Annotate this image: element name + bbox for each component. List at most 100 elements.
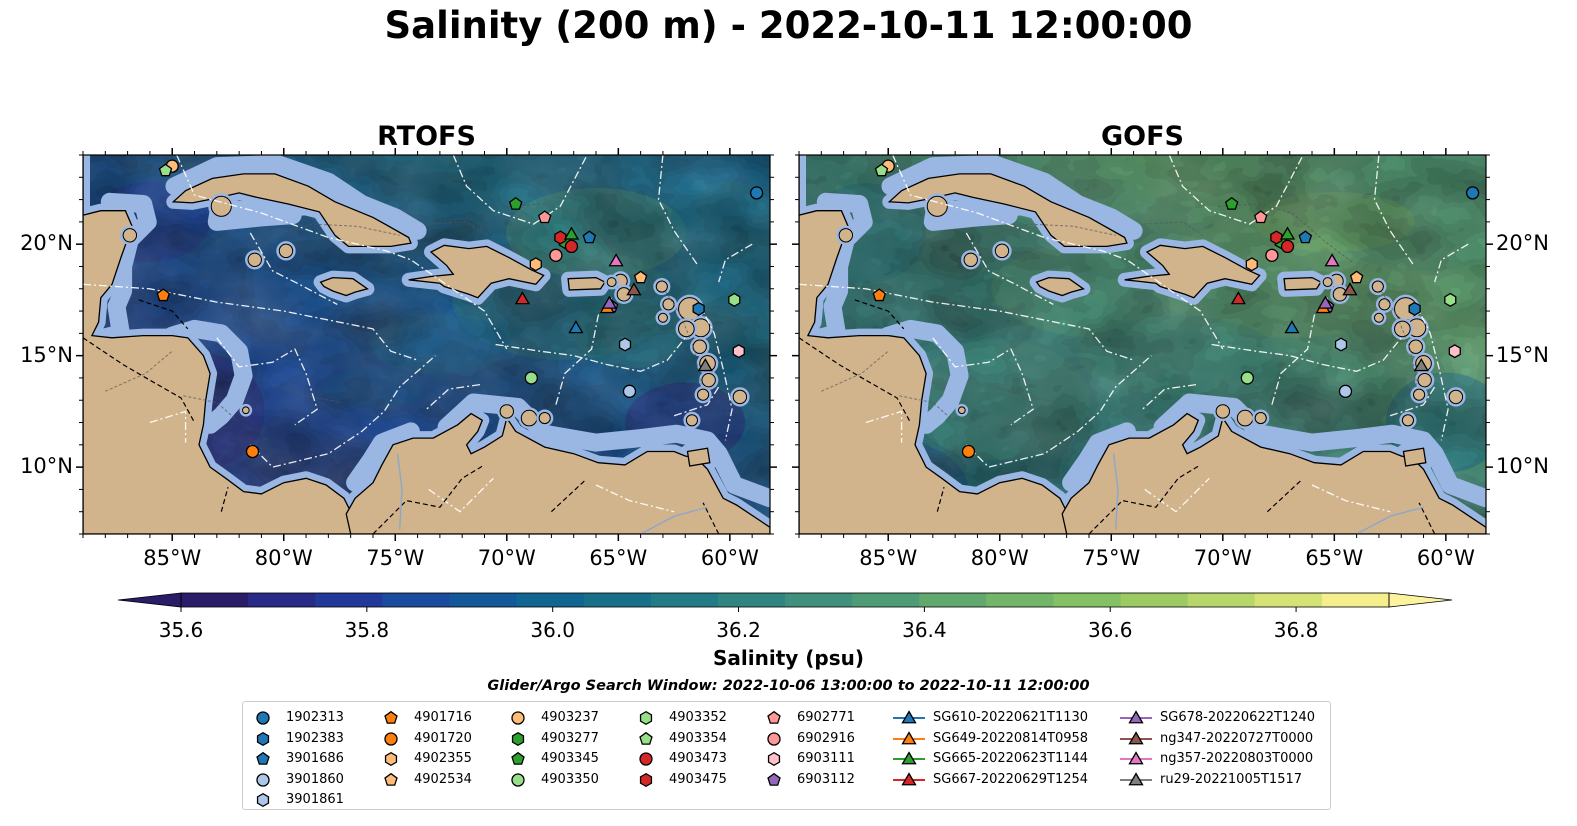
eez-boundary xyxy=(1414,301,1449,441)
legend-marker xyxy=(1120,730,1152,744)
eez-boundary xyxy=(657,155,700,267)
eez-boundary xyxy=(595,484,675,513)
country-border xyxy=(1418,502,1436,534)
eez-boundary xyxy=(965,355,1152,468)
legend-symbol xyxy=(384,772,398,786)
marker-4901716 xyxy=(872,288,887,302)
bathymetry-contour xyxy=(981,223,1116,238)
legend-item: 3901686 xyxy=(253,749,403,769)
island xyxy=(1373,312,1384,323)
legend-item: 4903345 xyxy=(508,749,658,769)
legend-symbol xyxy=(256,751,270,765)
marker-4902534 xyxy=(633,270,648,284)
legend-item: 4901720 xyxy=(381,729,531,749)
map-panels xyxy=(76,148,1493,541)
land xyxy=(408,244,545,299)
legend-label: ng347-20220727T0000 xyxy=(1160,730,1314,746)
marker-1902313 xyxy=(749,186,764,200)
figure-title: Salinity (200 m) - 2022-10-11 12:00:00 xyxy=(384,4,1193,47)
marker-SG665-20220623T1144 xyxy=(563,226,580,240)
marker-6903111 xyxy=(1448,344,1461,359)
river xyxy=(1356,506,1424,534)
legend-item: 4903237 xyxy=(508,708,658,728)
legend-label: 4901720 xyxy=(414,730,472,746)
legend-marker xyxy=(639,731,653,745)
legend-item: 6903111 xyxy=(764,749,914,769)
legend-symbol xyxy=(639,731,653,745)
legend-marker xyxy=(767,751,781,767)
bathymetry-contour xyxy=(1218,203,1353,263)
island xyxy=(241,406,250,415)
legend-marker xyxy=(1120,710,1152,724)
eez-boundary xyxy=(1144,477,1210,513)
marker-4903473 xyxy=(564,239,579,254)
land xyxy=(1124,244,1261,299)
country-border xyxy=(372,464,485,534)
map-frame xyxy=(798,154,1487,535)
colorbar-bin xyxy=(1321,593,1390,607)
island xyxy=(963,252,978,267)
marker-6902771 xyxy=(1253,210,1268,224)
colorbar-bin xyxy=(852,593,920,607)
legend-symbol xyxy=(256,772,270,787)
legend-symbol xyxy=(639,752,653,766)
legend-marker xyxy=(511,751,525,765)
legend-symbol xyxy=(901,751,917,765)
legend-marker xyxy=(639,752,653,766)
eez-boundary xyxy=(865,410,903,443)
marker-4903354 xyxy=(874,163,889,177)
eez-boundary xyxy=(555,297,613,405)
legend-label: 4903350 xyxy=(541,771,599,787)
legend-item: 4903352 xyxy=(636,708,786,728)
eez-boundary xyxy=(249,232,338,305)
legend-label: 4903345 xyxy=(541,751,599,766)
marker-4903354 xyxy=(158,163,173,177)
legend-item: 4903277 xyxy=(508,729,658,749)
legend-label: ru29-20221005T1517 xyxy=(1160,771,1303,787)
legend-marker xyxy=(893,730,925,744)
land xyxy=(799,155,1068,534)
shelf-area xyxy=(165,155,427,240)
colorbar-bin xyxy=(919,593,987,607)
land xyxy=(1035,276,1085,297)
eez-boundary xyxy=(426,383,481,410)
river xyxy=(1112,453,1119,530)
colorbar-bin xyxy=(583,593,652,607)
x-tick-label: 80°W xyxy=(254,546,313,570)
legend-marker xyxy=(256,731,270,746)
legend-item: 1902383 xyxy=(253,729,403,749)
legend: 1902313 1902383 3901686 3901860 3901861 49017… xyxy=(242,701,1331,810)
marker-4903350 xyxy=(1240,371,1254,385)
legend-marker xyxy=(256,711,270,725)
legend-item: 4902355 xyxy=(381,749,531,769)
island xyxy=(1413,388,1426,401)
colorbar-bin xyxy=(650,593,719,607)
x-tick-label: 80°W xyxy=(970,546,1029,570)
legend-label: 6902771 xyxy=(797,710,855,725)
shelf-area xyxy=(163,319,253,434)
legend-label: 4901716 xyxy=(414,710,472,725)
marker-4902534 xyxy=(1349,270,1364,284)
colorbar-over xyxy=(1388,592,1453,608)
land xyxy=(686,447,711,467)
legend-marker xyxy=(893,771,925,785)
eez-boundary xyxy=(1211,337,1402,372)
legend-label: 3901861 xyxy=(286,792,344,807)
eez-boundary xyxy=(1271,297,1329,405)
legend-label: SG678-20220622T1240 xyxy=(1160,710,1316,725)
country-border xyxy=(936,487,945,512)
legend-item: 4903475 xyxy=(636,770,786,790)
country-border xyxy=(83,337,196,423)
legend-item: SG665-20220623T1144 xyxy=(891,749,1111,769)
legend-marker xyxy=(511,772,525,787)
marker-4903352 xyxy=(1444,292,1457,307)
legend-label: SG610-20220621T1130 xyxy=(933,710,1089,725)
legend-symbol xyxy=(639,772,653,787)
legend-marker xyxy=(384,772,398,786)
shelf-area xyxy=(881,155,1143,240)
colorbar-title: Salinity (psu) xyxy=(712,646,864,670)
colorbar-bin xyxy=(382,593,451,607)
marker-4903350 xyxy=(524,371,538,385)
legend-item: SG667-20220629T1254 xyxy=(891,770,1111,790)
legend-marker xyxy=(256,792,270,808)
